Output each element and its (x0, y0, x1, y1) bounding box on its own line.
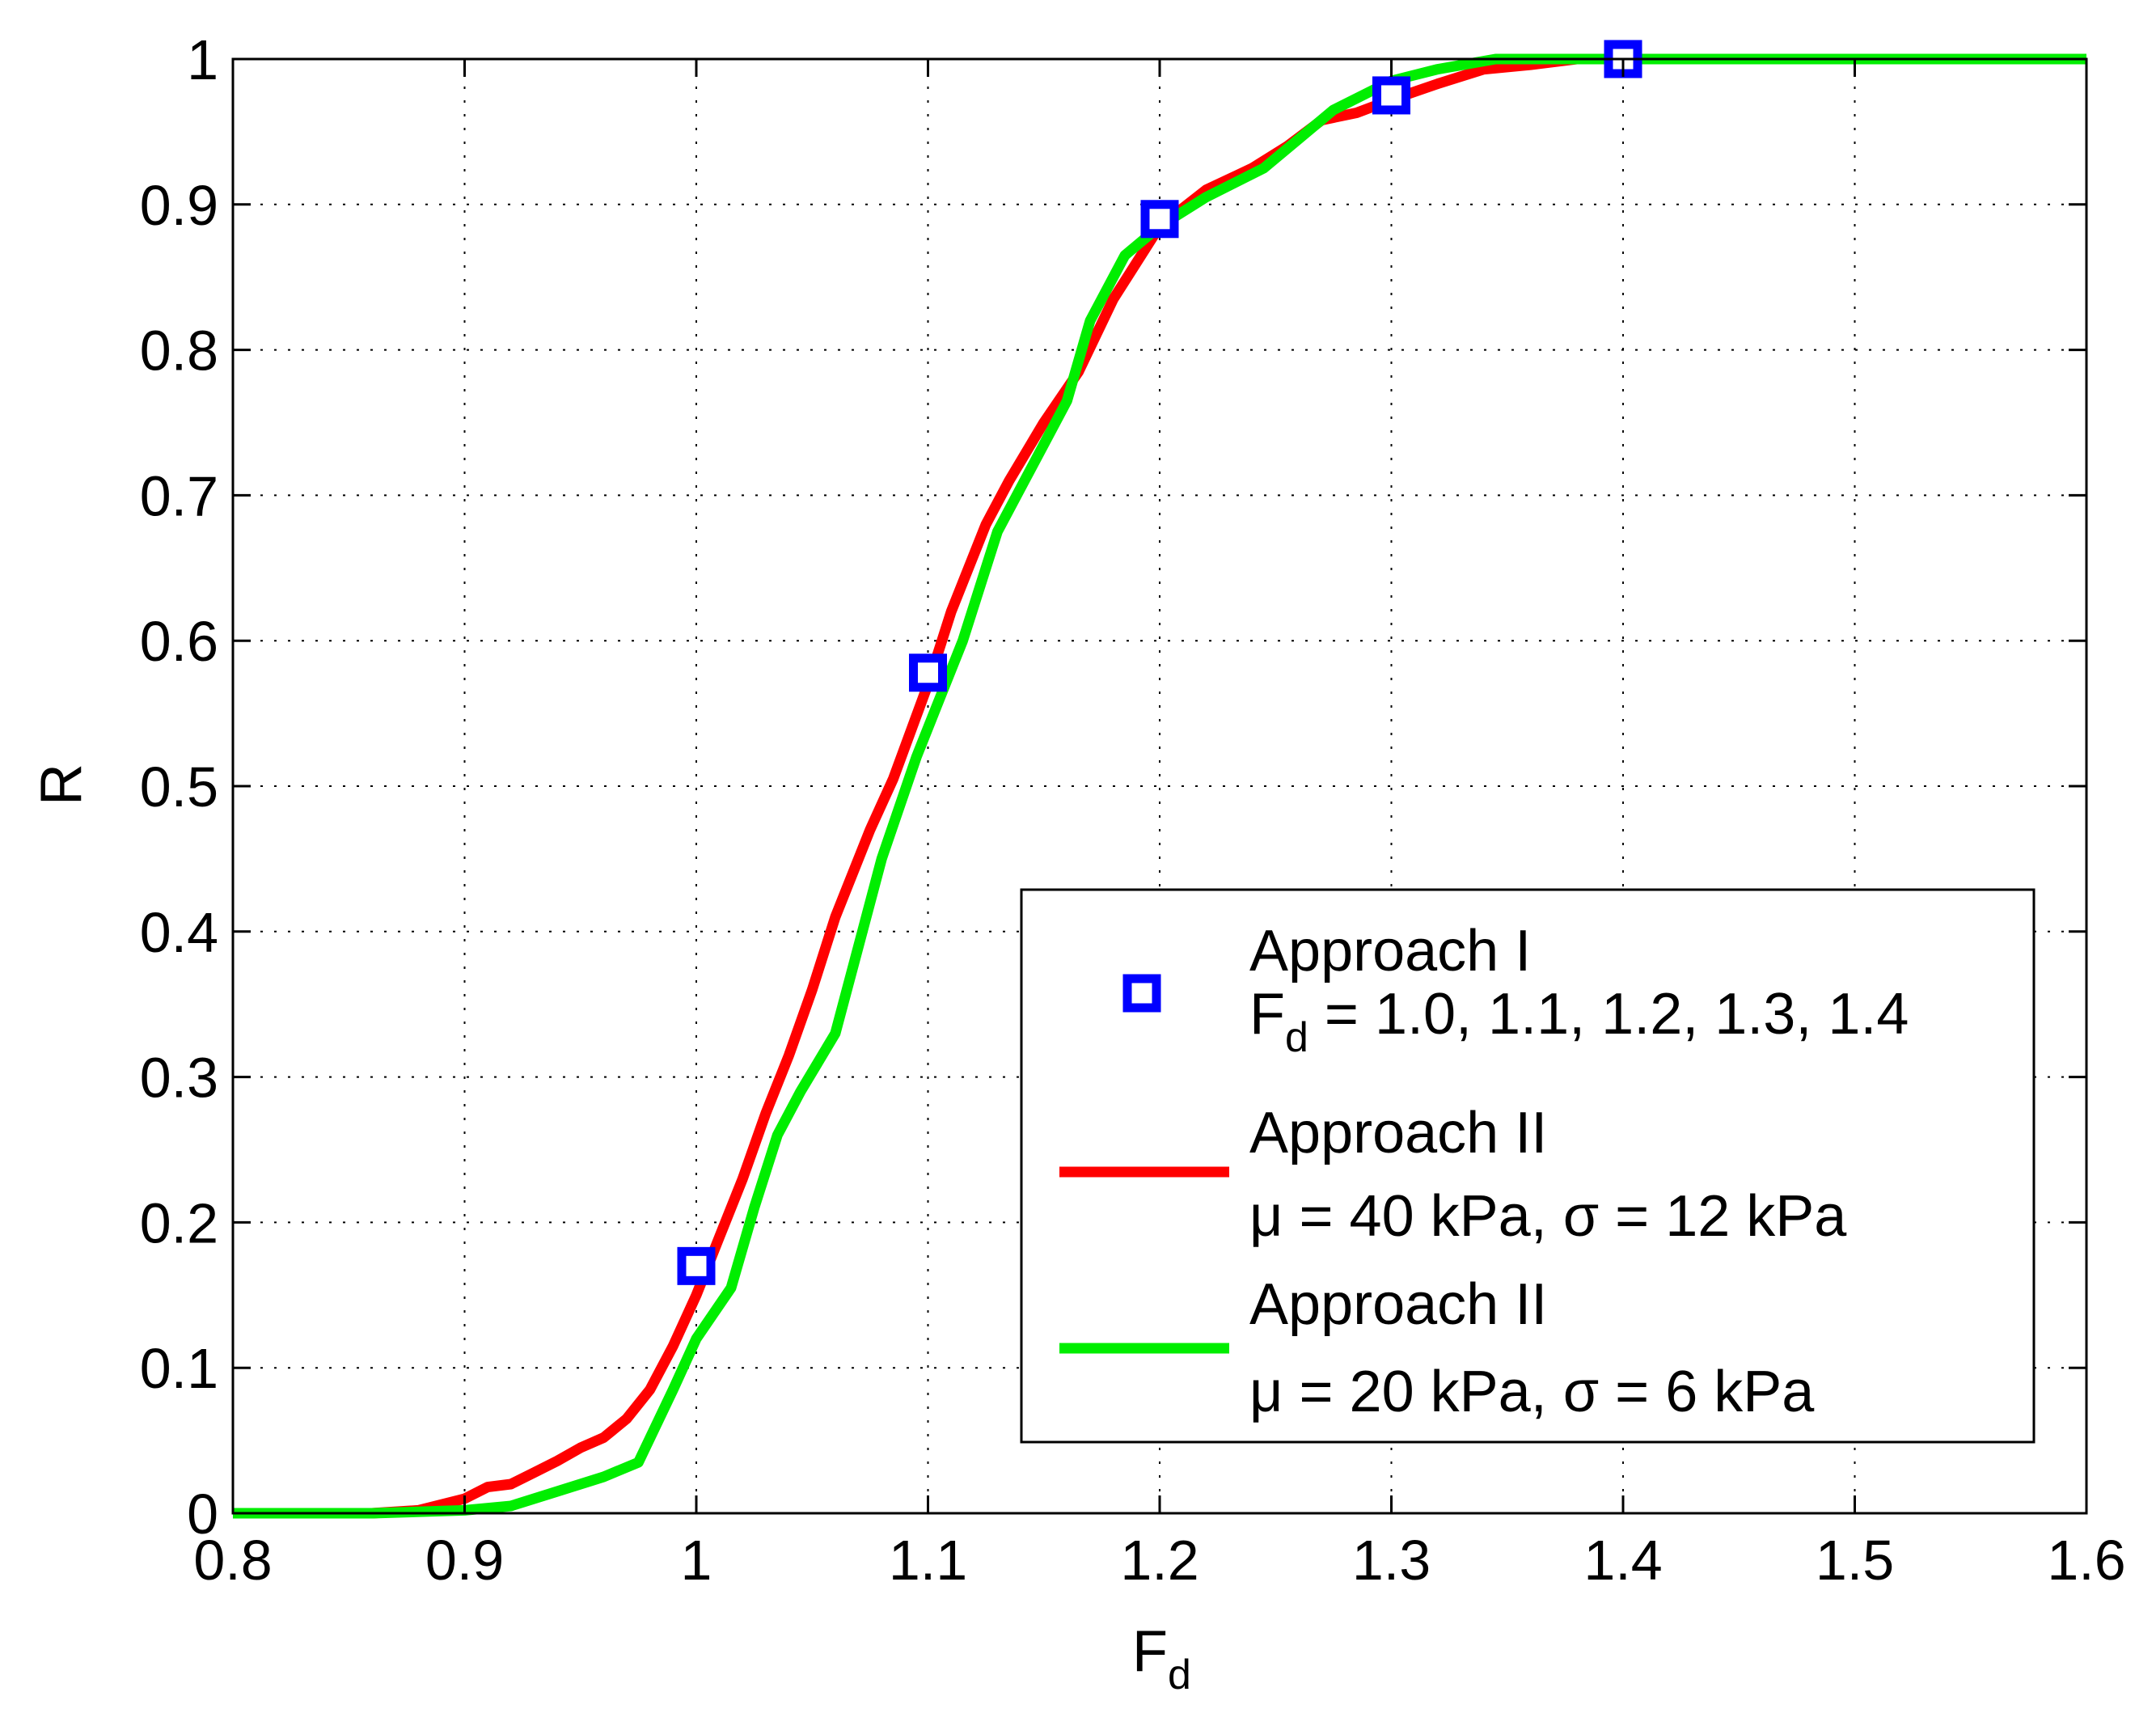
y-tick-label: 0.4 (140, 901, 218, 964)
tick-labels: 0.8 0.9 1 1.1 1.2 1.3 1.4 1.5 1.6 0 0.1 0.2 0.3 0.4 0.… (140, 28, 2126, 1592)
y-tick-label: 0 (187, 1483, 218, 1546)
legend-label-approach-1-line1: Approach I (1249, 919, 1531, 983)
y-tick-label: 1 (187, 28, 218, 91)
legend-label-approach-1-line2: Fd = 1.0, 1.1, 1.2, 1.3, 1.4 (1249, 982, 1909, 1061)
x-tick-label: 1.2 (1120, 1529, 1198, 1592)
x-tick-label: 0.8 (193, 1529, 272, 1592)
x-axis-label: Fd (1132, 1619, 1191, 1698)
y-tick-label: 0.9 (140, 174, 218, 237)
y-tick-label: 0.6 (140, 610, 218, 673)
x-tick-label: 1.4 (1583, 1529, 1662, 1592)
y-tick-label: 0.5 (140, 755, 218, 818)
data-point-approach-1 (1372, 76, 1410, 115)
data-point-approach-1 (677, 1246, 716, 1285)
series-line-1 (233, 53, 2086, 1519)
series-lines (233, 53, 2086, 1519)
data-point-approach-1 (909, 654, 947, 692)
legend-marker-approach-1 (1122, 974, 1161, 1013)
legend: Approach I Fd = 1.0, 1.1, 1.2, 1.3, 1.4 … (1020, 888, 2036, 1444)
ticks (231, 57, 2088, 1515)
x-tick-label: 0.9 (425, 1529, 504, 1592)
x-tick-label: 1 (681, 1529, 712, 1592)
x-tick-label: 1.5 (1816, 1529, 1894, 1592)
legend-label-approach-2-green-line2: μ = 20 kPa, σ = 6 kPa (1249, 1360, 1815, 1424)
data-point-approach-1 (1140, 200, 1179, 239)
series-line-2 (233, 53, 2086, 1519)
series-markers (677, 40, 1642, 1285)
y-axis-label: R (29, 763, 94, 806)
y-tick-label: 0.3 (140, 1047, 218, 1110)
x-tick-label: 1.3 (1352, 1529, 1431, 1592)
y-tick-label: 0.2 (140, 1191, 218, 1254)
x-tick-label: 1.1 (889, 1529, 967, 1592)
legend-label-approach-2-red-line1: Approach II (1249, 1101, 1547, 1165)
legend-label-approach-2-red-line2: μ = 40 kPa, σ = 12 kPa (1249, 1184, 1847, 1249)
y-tick-label: 0.1 (140, 1337, 218, 1400)
y-tick-label: 0.8 (140, 319, 218, 383)
y-tick-label: 0.7 (140, 464, 218, 527)
x-tick-label: 1.6 (2047, 1529, 2125, 1592)
legend-label-approach-2-green-line1: Approach II (1249, 1272, 1547, 1337)
